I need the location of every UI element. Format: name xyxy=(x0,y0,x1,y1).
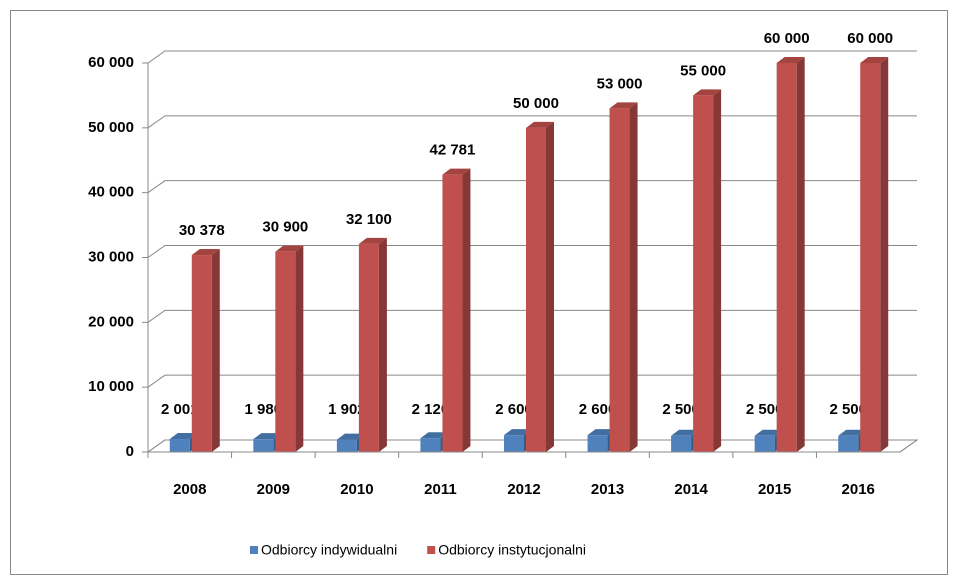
x-tick-label: 2011 xyxy=(424,481,457,498)
x-tick-label: 2014 xyxy=(674,481,708,498)
y-tick-label: 40 000 xyxy=(88,184,134,201)
x-tick-label: 2015 xyxy=(758,481,791,498)
x-tick-label: 2013 xyxy=(591,481,624,498)
grid-line xyxy=(147,309,917,323)
grid-line xyxy=(147,245,917,258)
y-tick-label: 10 000 xyxy=(88,378,134,395)
x-tick-label: 2012 xyxy=(507,481,540,498)
data-label: 2 500 xyxy=(746,401,784,418)
bar xyxy=(420,438,441,452)
y-tick-label: 50 000 xyxy=(88,119,134,136)
grid-line xyxy=(147,50,917,64)
legend-swatch xyxy=(250,546,258,554)
bar-top xyxy=(275,245,304,252)
x-tick-label: 2010 xyxy=(340,481,373,498)
bar-top xyxy=(671,429,700,436)
bar xyxy=(671,435,692,452)
legend-label: Odbiorcy indywidualni xyxy=(261,542,397,558)
grid-line xyxy=(147,374,917,388)
bar xyxy=(609,108,630,452)
bar xyxy=(253,439,274,452)
bar-side xyxy=(796,57,805,452)
data-label: 42 781 xyxy=(429,142,475,159)
bar xyxy=(838,435,859,452)
bar-side xyxy=(880,57,889,452)
data-label: 53 000 xyxy=(597,75,643,92)
bar xyxy=(754,435,775,452)
data-label: 2 120 xyxy=(412,401,450,418)
y-tick-label: 20 000 xyxy=(88,313,134,330)
bar-side xyxy=(378,237,387,452)
chart-border xyxy=(10,10,948,575)
x-axis-end xyxy=(899,439,918,453)
data-label: 30 900 xyxy=(262,219,308,236)
x-tick-label: 2016 xyxy=(842,481,875,498)
x-tick-label: 2008 xyxy=(173,481,206,498)
data-label: 32 100 xyxy=(346,211,392,228)
bar xyxy=(169,439,190,452)
data-label: 1 902 xyxy=(328,401,366,418)
data-label: 50 000 xyxy=(513,95,559,112)
bar-top xyxy=(587,429,616,436)
bar-top xyxy=(838,429,867,436)
bar-top xyxy=(504,429,532,436)
data-label: 55 000 xyxy=(680,62,726,79)
bar xyxy=(587,435,608,452)
bar-side xyxy=(629,102,638,452)
data-label: 60 000 xyxy=(847,30,893,47)
bar-top xyxy=(169,433,198,440)
bar-side xyxy=(295,245,304,452)
bar-top xyxy=(609,102,638,109)
bar-top xyxy=(776,57,805,63)
bar xyxy=(526,127,546,452)
legend-swatch xyxy=(427,546,436,554)
legend-label: Odbiorcy instytucjonalni xyxy=(438,542,586,558)
bar xyxy=(860,63,881,452)
bar-top xyxy=(860,57,889,63)
bar-top xyxy=(526,121,554,128)
bar-side xyxy=(713,89,722,453)
y-tick-label: 30 000 xyxy=(88,248,134,265)
bar-top xyxy=(693,89,722,96)
bar-top xyxy=(754,429,783,436)
bar-side xyxy=(546,121,554,452)
bar xyxy=(275,251,296,452)
bar-top xyxy=(336,433,365,440)
bar xyxy=(358,243,379,452)
bar-top xyxy=(191,249,220,256)
data-label: 2 500 xyxy=(662,401,700,418)
grid-line xyxy=(147,439,917,453)
bar-top xyxy=(442,168,471,175)
bar xyxy=(191,255,212,452)
data-label: 30 378 xyxy=(179,222,225,239)
bar-side xyxy=(211,249,220,452)
bar-top xyxy=(358,237,387,244)
data-label: 60 000 xyxy=(764,30,810,47)
grid-line xyxy=(147,180,917,194)
bar xyxy=(693,95,714,453)
data-label: 2 600 xyxy=(579,401,617,418)
y-tick-label: 0 xyxy=(126,443,134,460)
bar xyxy=(336,439,357,452)
data-label: 2 500 xyxy=(829,401,867,418)
bar xyxy=(504,435,524,452)
bar-side xyxy=(462,168,471,452)
bar xyxy=(776,63,797,452)
x-tick-label: 2009 xyxy=(257,481,290,498)
data-label: 2 001 xyxy=(161,401,199,418)
bar xyxy=(442,174,463,452)
grid-line xyxy=(147,115,917,129)
data-label: 1 980 xyxy=(245,401,283,418)
y-tick-label: 60 000 xyxy=(88,54,134,71)
data-label: 2 600 xyxy=(495,401,533,418)
bar-top xyxy=(253,433,282,440)
bar-top xyxy=(420,432,449,439)
